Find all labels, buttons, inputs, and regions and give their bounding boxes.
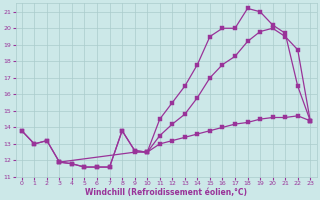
X-axis label: Windchill (Refroidissement éolien,°C): Windchill (Refroidissement éolien,°C)	[85, 188, 247, 197]
